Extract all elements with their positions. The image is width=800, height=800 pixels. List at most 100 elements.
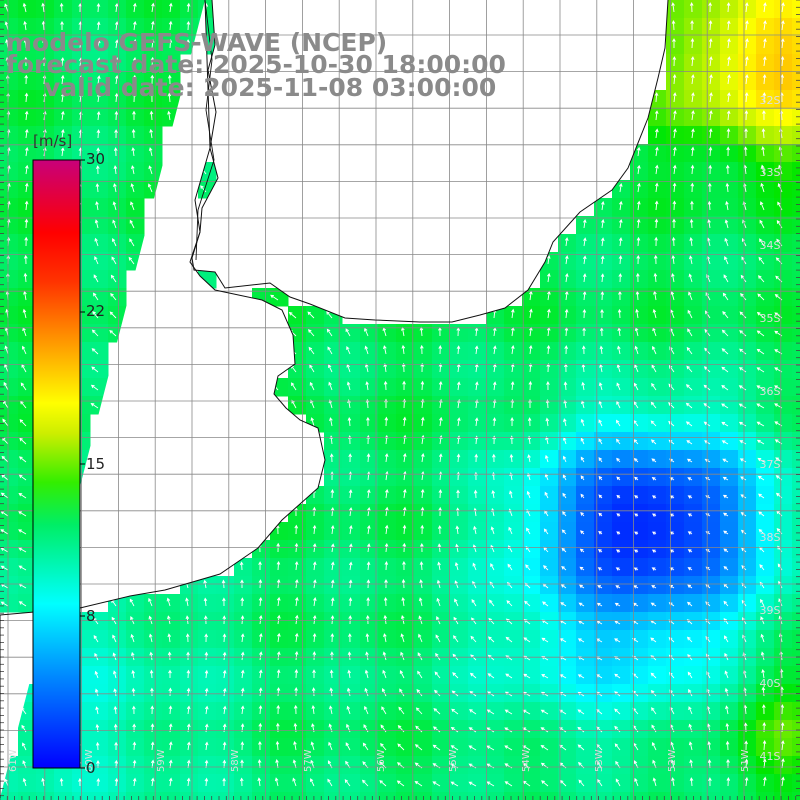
wind-arrow (651, 364, 657, 373)
wind-arrow (364, 345, 369, 355)
colorbar-label-22: 22 (86, 302, 106, 320)
lat-label: 40S (760, 677, 781, 690)
wind-arrow (761, 668, 765, 679)
wind-arrow (167, 651, 172, 661)
wind-arrow (686, 365, 693, 373)
wind-arrow (545, 399, 550, 409)
wind-arrow (653, 254, 658, 265)
wind-arrow (347, 651, 352, 661)
wind-arrow (23, 38, 28, 49)
wind-arrow (384, 542, 389, 553)
wind-arrow (292, 777, 297, 787)
wind-arrow (130, 165, 135, 175)
wind-arrow (725, 705, 729, 715)
wind-arrow (432, 781, 441, 787)
wind-arrow (598, 512, 603, 517)
wind-arrow (651, 707, 657, 715)
wind-arrow (330, 561, 335, 571)
wind-arrow (417, 652, 423, 661)
wind-arrow (705, 618, 711, 625)
wind-arrow (618, 290, 622, 301)
wind-arrow (780, 38, 785, 49)
wind-arrow (345, 742, 351, 751)
wind-arrow (167, 110, 171, 121)
wind-arrow (132, 92, 137, 103)
wind-arrow (757, 275, 765, 283)
wind-arrow (450, 726, 459, 733)
wind-arrow (470, 635, 477, 643)
wind-arrow (634, 345, 639, 355)
wind-arrow (618, 273, 623, 283)
wind-arrow (168, 705, 173, 715)
wind-arrow (721, 348, 729, 355)
wind-arrow (598, 382, 603, 391)
wind-arrow (637, 182, 641, 193)
wind-arrow (614, 620, 621, 625)
wind-arrow (686, 636, 693, 643)
wind-arrow (96, 2, 101, 13)
wind-arrow (690, 38, 695, 49)
wind-arrow (760, 633, 765, 643)
wind-arrow (312, 651, 317, 661)
wind-arrow (420, 488, 425, 499)
wind-arrow (763, 776, 767, 787)
wind-arrow (23, 254, 28, 265)
wind-arrow (580, 475, 585, 481)
wind-arrow (542, 601, 549, 607)
wind-arrow (147, 183, 153, 193)
wind-arrow (690, 182, 695, 193)
wind-arrow (240, 633, 245, 643)
wind-arrow (348, 615, 353, 625)
wind-arrow (150, 777, 155, 787)
wind-arrow (419, 561, 424, 571)
wind-arrow (597, 549, 603, 553)
wind-arrow (671, 236, 676, 247)
wind-arrow (739, 330, 747, 337)
wind-arrow (687, 328, 693, 337)
wind-arrow (691, 74, 695, 85)
wind-arrow (763, 20, 767, 31)
wind-arrow (578, 602, 585, 607)
wind-arrow (724, 635, 729, 643)
wind-arrow (438, 489, 443, 499)
wind-arrow (739, 311, 747, 319)
wind-arrow (616, 438, 621, 445)
wind-arrow (672, 56, 677, 67)
wind-arrow (402, 380, 406, 391)
wind-arrow (634, 495, 639, 499)
wind-arrow (762, 92, 767, 103)
wind-arrow (668, 420, 675, 427)
wind-arrow (384, 524, 389, 535)
wind-arrow (313, 597, 317, 607)
wind-arrow (650, 439, 657, 445)
wind-arrow (25, 182, 29, 193)
wind-arrow (347, 416, 352, 427)
wind-arrow (131, 687, 136, 697)
wind-arrow (131, 147, 136, 157)
wind-arrow (402, 506, 407, 517)
wind-arrow (96, 92, 101, 103)
wind-arrow (691, 128, 695, 139)
wind-arrow (21, 724, 27, 733)
wind-arrow (636, 146, 641, 157)
wind-arrow (259, 633, 263, 643)
wind-arrow (723, 565, 729, 571)
wind-arrow (742, 634, 747, 643)
wind-arrow (474, 417, 479, 427)
wind-arrow (294, 650, 299, 661)
wind-arrow (25, 164, 29, 175)
wind-arrow (455, 525, 460, 535)
wind-arrow (61, 92, 65, 103)
wind-arrow (583, 237, 587, 247)
wind-arrow (114, 777, 119, 787)
wind-arrow (564, 308, 569, 319)
wind-arrow (110, 292, 117, 301)
wind-arrow (738, 385, 747, 391)
wind-arrow (725, 182, 730, 193)
wind-arrow (745, 38, 749, 49)
wind-arrow (418, 615, 423, 625)
wind-arrow (258, 669, 263, 679)
wind-arrow (474, 345, 479, 355)
wind-arrow (546, 254, 551, 265)
wind-arrow (744, 128, 748, 138)
